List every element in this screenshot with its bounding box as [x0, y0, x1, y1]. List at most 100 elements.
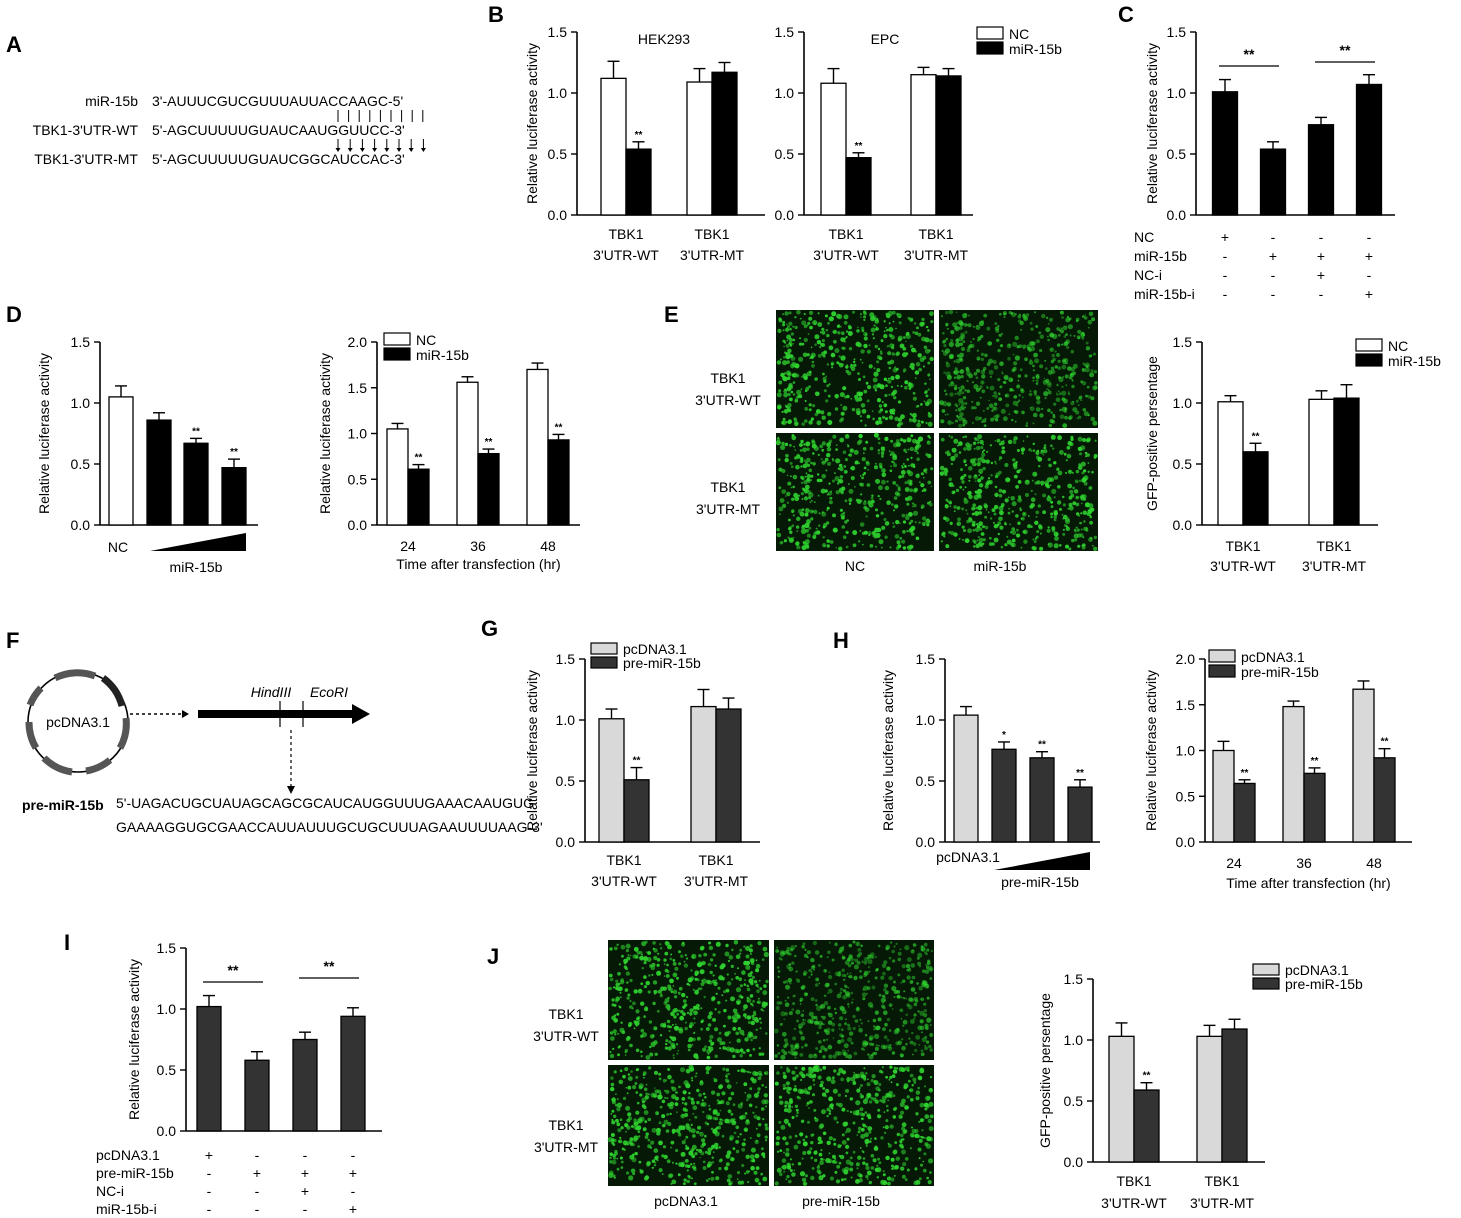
gfp-cell: [782, 1083, 786, 1088]
gfp-cell: [1076, 512, 1080, 516]
gfp-cell: [979, 385, 983, 389]
gfp-cell: [940, 437, 945, 442]
gfp-cell: [1040, 480, 1045, 485]
gfp-cell: [990, 417, 995, 422]
gfp-cell: [841, 331, 845, 336]
gfp-cell: [842, 956, 846, 960]
gfp-cell: [909, 317, 914, 322]
gfp-cell: [997, 392, 1001, 396]
gfp-cell: [1028, 392, 1033, 397]
gfp-cell: [867, 966, 871, 969]
gfp-cell: [831, 958, 835, 962]
gfp-cell: [827, 321, 830, 325]
y-tick-label: 1.5: [775, 24, 795, 40]
gfp-cell: [642, 1127, 647, 1132]
gfp-cell: [822, 376, 827, 381]
gfp-cell: [1024, 357, 1028, 362]
gfp-cell: [845, 330, 849, 333]
gfp-cell: [752, 1071, 757, 1076]
gfp-cell: [944, 414, 947, 416]
gfp-cell: [880, 451, 885, 455]
gfp-cell: [718, 1031, 722, 1035]
gfp-cell: [988, 369, 994, 375]
gfp-cell: [746, 1000, 749, 1002]
significance-mark: **: [1076, 768, 1084, 779]
bar: [244, 1059, 270, 1132]
gfp-cell: [966, 389, 970, 393]
gfp-cell: [609, 1160, 613, 1164]
y-tick-label: 2.0: [348, 334, 368, 350]
gfp-cell: [1065, 345, 1070, 350]
gfp-cell: [879, 465, 883, 469]
gfp-cell: [776, 528, 780, 532]
gfp-cell: [877, 347, 881, 351]
gfp-cell: [852, 1110, 858, 1116]
gfp-cell: [883, 330, 886, 333]
gfp-cell: [856, 441, 861, 445]
gfp-cell: [975, 401, 981, 406]
y-tick-label: 0.5: [1167, 146, 1187, 162]
gfp-cell: [892, 320, 895, 323]
gfp-cell: [889, 1094, 893, 1098]
gfp-cell: [688, 1119, 691, 1121]
gfp-cell: [690, 969, 693, 972]
gfp-cell: [833, 1069, 837, 1073]
gfp-cell: [929, 311, 934, 317]
gfp-cell: [742, 1008, 746, 1011]
gfp-cell: [1072, 400, 1074, 403]
gfp-cell: [749, 1054, 752, 1057]
gfp-cell: [1000, 361, 1003, 364]
gfp-cell: [909, 1073, 914, 1078]
gfp-cell: [926, 1017, 932, 1023]
gfp-cell: [1085, 394, 1088, 398]
gfp-cell: [800, 439, 804, 444]
gfp-cell: [687, 1048, 691, 1052]
gfp-cell: [834, 1051, 840, 1056]
gfp-cell: [727, 1109, 732, 1114]
gfp-cell: [1069, 442, 1074, 447]
gfp-cell: [665, 1129, 670, 1133]
hindiii-label: HindIII: [251, 684, 292, 700]
gfp-cell: [774, 1081, 779, 1086]
gfp-cell: [831, 458, 834, 460]
gfp-cell: [639, 989, 642, 992]
gfp-cell: [785, 405, 789, 409]
x-tick-label: 36: [470, 538, 486, 554]
gfp-cell: [890, 392, 896, 397]
gfp-cell: [708, 1107, 712, 1111]
gfp-cell: [875, 514, 880, 518]
gfp-cell: [1042, 493, 1047, 498]
gfp-cell: [839, 987, 844, 991]
condition-sign: -: [1223, 286, 1228, 302]
gfp-cell: [700, 1144, 705, 1149]
gfp-cell: [884, 1022, 888, 1027]
bar: [1259, 148, 1287, 216]
gfp-cell: [713, 1018, 716, 1022]
panel-letter-d: D: [6, 302, 22, 327]
gfp-cell: [810, 419, 813, 422]
gfp-cell: [856, 954, 861, 958]
gfp-cell: [791, 1116, 795, 1119]
gfp-cell: [975, 506, 978, 510]
gfp-cell: [873, 1080, 876, 1083]
gfp-cell: [706, 1122, 710, 1126]
gfp-cell: [861, 992, 867, 998]
gfp-cell: [1047, 543, 1050, 546]
gfp-cell: [784, 459, 787, 462]
gfp-cell: [806, 1101, 810, 1105]
gfp-cell: [620, 996, 622, 999]
gfp-cell: [804, 1174, 809, 1178]
gfp-cell: [802, 972, 807, 976]
gfp-cell: [786, 1175, 790, 1179]
gfp-cell: [803, 443, 806, 446]
gfp-cell: [958, 336, 964, 342]
gfp-cell: [647, 1093, 650, 1096]
gfp-cell: [905, 1105, 909, 1110]
gfp-cell: [846, 434, 849, 437]
gfp-cell: [673, 1057, 675, 1059]
gfp-cell: [899, 1139, 903, 1144]
gfp-cell: [888, 366, 892, 370]
significance-mark: **: [1143, 1071, 1151, 1082]
gfp-cell: [726, 1084, 732, 1089]
gfp-cell: [752, 1111, 755, 1115]
